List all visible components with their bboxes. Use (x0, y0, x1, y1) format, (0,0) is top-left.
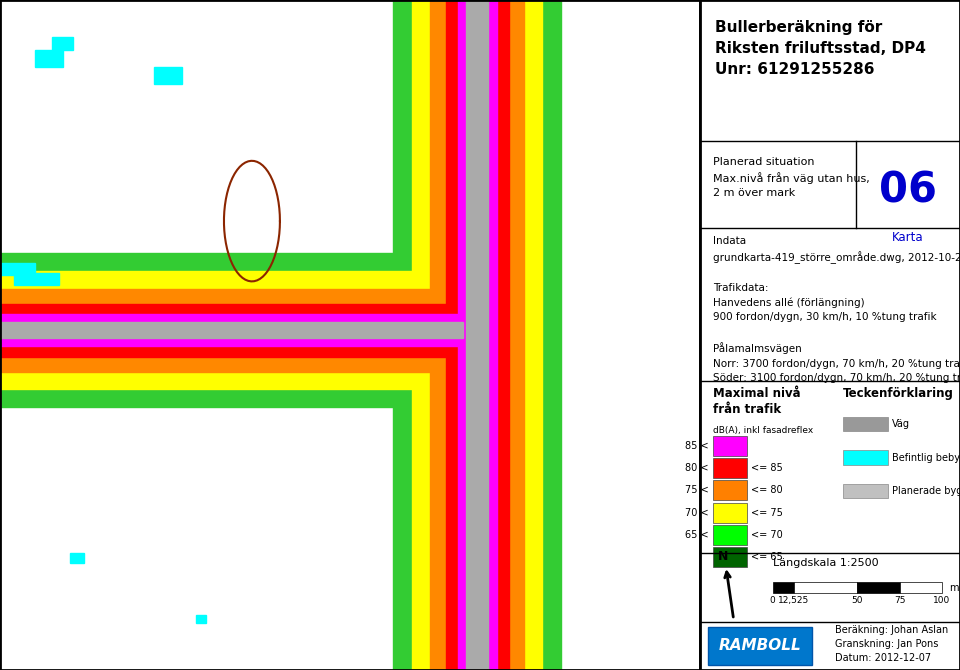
Text: dB(A), inkl fasadreflex: dB(A), inkl fasadreflex (713, 426, 813, 435)
Text: <= 85: <= 85 (751, 464, 782, 473)
Bar (843, 417, 888, 431)
Bar (35, 50, 63, 67)
Bar (154, 67, 182, 84)
Text: m: m (949, 583, 959, 592)
Bar (708, 627, 812, 665)
Polygon shape (0, 322, 463, 338)
Bar (773, 582, 794, 593)
Text: <= 65: <= 65 (751, 552, 782, 561)
Text: <= 80: <= 80 (751, 486, 782, 495)
Bar (843, 450, 888, 465)
Text: Teckenförklaring: Teckenförklaring (843, 387, 954, 400)
Text: 0: 0 (770, 596, 776, 605)
Polygon shape (458, 0, 497, 670)
Text: Befintlig bebyggelse: Befintlig bebyggelse (893, 453, 960, 462)
Polygon shape (0, 304, 483, 357)
Bar (713, 547, 747, 567)
Bar (713, 458, 747, 478)
Polygon shape (0, 289, 498, 372)
Text: 75: 75 (894, 596, 905, 605)
Text: 100: 100 (933, 596, 950, 605)
Bar (713, 502, 747, 523)
Bar (0, 263, 35, 275)
Text: 80 <: 80 < (685, 464, 708, 473)
Text: Karta: Karta (892, 231, 924, 244)
Polygon shape (394, 0, 562, 670)
Polygon shape (0, 271, 516, 389)
Text: Väg: Väg (893, 419, 910, 429)
Bar (713, 525, 747, 545)
Text: 85 <: 85 < (685, 442, 708, 451)
Bar (857, 582, 900, 593)
Bar (843, 484, 888, 498)
Polygon shape (445, 0, 509, 670)
Bar (900, 582, 942, 593)
Bar (794, 582, 857, 593)
Bar (713, 436, 747, 456)
Text: Indata
grundkarta-419_större_område.dwg, 2012-10-24.

Trafikdata:
Hanvedens allé: Indata grundkarta-419_större_område.dwg,… (713, 236, 960, 383)
Bar (70, 553, 84, 563)
Text: 06: 06 (879, 170, 937, 212)
Bar (196, 615, 206, 623)
Polygon shape (467, 0, 489, 670)
Text: <= 70: <= 70 (751, 530, 782, 539)
Polygon shape (0, 253, 536, 407)
Text: 65 <: 65 < (685, 530, 708, 539)
Text: 70 <: 70 < (685, 508, 708, 517)
Text: 50: 50 (852, 596, 863, 605)
Text: Beräkning: Johan Aslan
Granskning: Jan Pons
Datum: 2012-12-07: Beräkning: Johan Aslan Granskning: Jan P… (835, 625, 948, 663)
Text: Längdskala 1:2500: Längdskala 1:2500 (773, 558, 878, 568)
Text: Maximal nivå
från trafik: Maximal nivå från trafik (713, 387, 801, 416)
Text: Planerad situation
Max.nivå från väg utan hus,
2 m över mark: Planerad situation Max.nivå från väg uta… (713, 157, 870, 198)
Polygon shape (430, 0, 524, 670)
Text: 12,525: 12,525 (779, 596, 809, 605)
Polygon shape (0, 314, 471, 346)
Text: RAMBOLL: RAMBOLL (718, 639, 801, 653)
Text: N: N (718, 550, 729, 563)
Text: <= 75: <= 75 (751, 508, 782, 517)
Text: Planerade byggnader: Planerade byggnader (893, 486, 960, 496)
Bar (53, 37, 74, 50)
Bar (713, 480, 747, 500)
Text: Bullerberäkning för
Riksten friluftsstad, DP4
Unr: 61291255286: Bullerberäkning för Riksten friluftsstad… (715, 20, 926, 77)
Text: 75 <: 75 < (685, 486, 708, 495)
Polygon shape (412, 0, 542, 670)
Bar (14, 273, 60, 285)
